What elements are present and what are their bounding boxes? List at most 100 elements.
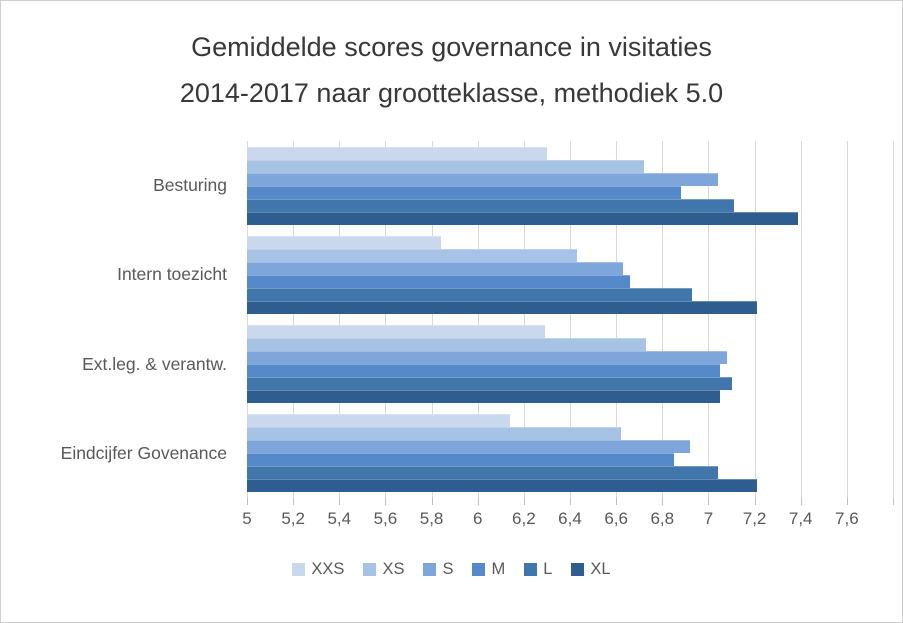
bar-xxs-intern-toezicht (247, 235, 441, 249)
bar-l-besturing (247, 198, 734, 212)
bar-xl-intern-toezicht (247, 300, 757, 314)
bar-l-ext-leg-verantw (247, 377, 732, 391)
gridline (846, 141, 848, 498)
category-row-ext-leg-verantw (247, 320, 893, 409)
tick-mark (570, 498, 571, 505)
bar-s-besturing (247, 172, 718, 186)
bar-xl-ext-leg-verantw (247, 390, 720, 404)
legend-swatch-s (423, 563, 437, 576)
x-tick-label: 6 (472, 509, 483, 528)
bar-s-intern-toezicht (247, 261, 624, 275)
bar-l-intern-toezicht (247, 287, 693, 301)
bar-m-eindcijfer-govenance (247, 453, 674, 467)
x-tick-label: 5,6 (373, 509, 398, 528)
category-row-eindcijfer-govenance (247, 409, 893, 498)
category-label-intern-toezicht: Intern toezicht (117, 264, 227, 285)
x-tick-label: 5,2 (281, 509, 305, 528)
gridline (570, 141, 571, 498)
bar-m-ext-leg-verantw (247, 364, 720, 378)
legend: XXS XS S M L XL (1, 560, 902, 579)
x-axis-labels: 5 5,2 5,4 5,6 5,8 6 6,2 6,4 6,6 6,8 7 7,2 7,4 7,6 (242, 509, 893, 533)
tick-mark (662, 498, 664, 505)
bar-xxs-besturing (247, 146, 547, 160)
x-tick-label: 5,8 (419, 509, 444, 528)
tick-mark (846, 498, 848, 505)
x-tick-label: 7 (703, 509, 714, 528)
x-tick-label: 6,8 (650, 509, 675, 528)
tick-mark (708, 498, 710, 505)
legend-item-xl: XL (571, 560, 611, 579)
bar-s-ext-leg-verantw (247, 351, 727, 365)
legend-swatch-xxs (292, 563, 306, 576)
bar-xl-besturing (247, 211, 799, 225)
x-tick-label: 7,4 (788, 509, 813, 528)
gridline (800, 141, 802, 498)
legend-swatch-m (472, 563, 486, 576)
tick-mark (477, 498, 479, 505)
bar-xxs-ext-leg-verantw (247, 325, 545, 339)
tick-mark (431, 498, 433, 505)
chart-title-line1: Gemiddelde scores governance in visitati… (191, 32, 712, 62)
category-label-besturing: Besturing (153, 175, 227, 196)
x-tick-label: 5,4 (327, 509, 352, 528)
tick-mark (385, 498, 387, 505)
bar-s-eindcijfer-govenance (247, 440, 690, 454)
legend-swatch-xs (363, 563, 377, 576)
gridline (293, 141, 295, 498)
category-label-ext-leg-verantw: Ext.leg. & verantw. (82, 353, 227, 374)
tick-mark (339, 498, 341, 505)
legend-swatch-l (524, 563, 538, 576)
bar-xs-besturing (247, 159, 644, 173)
bar-xs-ext-leg-verantw (247, 338, 647, 352)
legend-item-m: M (472, 560, 505, 579)
legend-label-m: M (491, 560, 506, 578)
legend-item-l: L (524, 560, 552, 579)
bar-m-intern-toezicht (247, 274, 630, 288)
tick-mark (523, 498, 525, 505)
gridline (523, 141, 525, 498)
gridline (893, 141, 894, 498)
chart-title: Gemiddelde scores governance in visitati… (1, 25, 902, 117)
gridline (385, 141, 387, 498)
plot-area (247, 141, 894, 498)
legend-swatch-xl (571, 563, 585, 576)
category-row-intern-toezicht (247, 230, 893, 319)
x-tick-label: 7,2 (742, 509, 767, 528)
bar-xs-eindcijfer-govenance (247, 427, 621, 441)
gridline (708, 141, 710, 498)
gridline (616, 141, 618, 498)
tick-mark (754, 498, 756, 505)
bar-xxs-eindcijfer-govenance (247, 414, 510, 428)
gridline (339, 141, 341, 498)
bar-xl-eindcijfer-govenance (247, 479, 757, 493)
tick-mark (247, 498, 248, 505)
chart-title-line2: 2014-2017 naar grootteklasse, methodiek … (179, 77, 724, 108)
gridline (477, 141, 479, 498)
category-row-besturing (247, 141, 893, 230)
bar-m-besturing (247, 185, 681, 199)
tick-mark (293, 498, 295, 505)
x-tick-label: 5 (242, 509, 252, 528)
x-tick-label: 6,6 (604, 509, 628, 528)
legend-label-xl: XL (590, 560, 611, 578)
gridline (247, 141, 248, 498)
tick-mark (800, 498, 802, 505)
legend-item-s: S (423, 560, 453, 579)
legend-item-xxs: XXS (292, 560, 344, 579)
category-label-eindcijfer-govenance: Eindcijfer Govenance (60, 442, 227, 463)
legend-item-xs: XS (363, 560, 404, 579)
bar-xs-intern-toezicht (247, 248, 577, 262)
legend-label-xs: XS (382, 560, 405, 578)
category-axis: Besturing Intern toezicht Ext.leg. & veran… (1, 141, 237, 498)
x-tick-label: 7,6 (835, 509, 859, 528)
legend-label-s: S (442, 560, 454, 578)
gridline (754, 141, 756, 498)
tick-mark (893, 498, 894, 505)
gridline (662, 141, 664, 498)
legend-label-l: L (543, 560, 553, 578)
x-tick-label: 6,4 (558, 509, 582, 528)
legend-label-xxs: XXS (311, 560, 345, 578)
gridline (431, 141, 433, 498)
tick-mark (616, 498, 618, 505)
